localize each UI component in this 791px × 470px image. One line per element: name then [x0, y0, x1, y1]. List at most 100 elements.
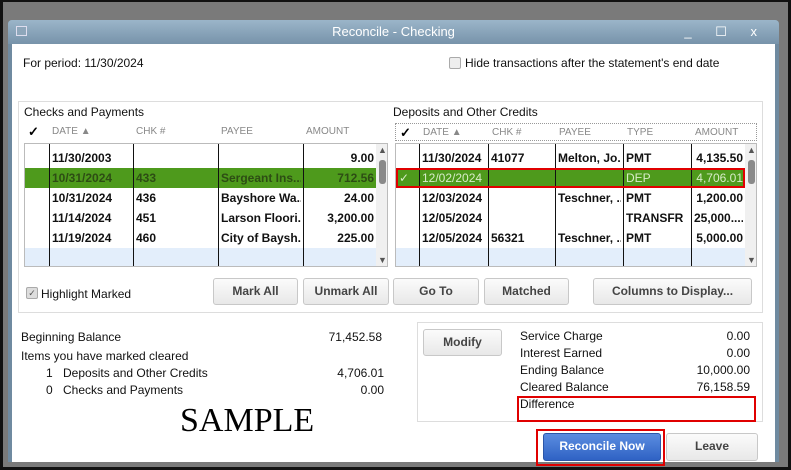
column-header-date[interactable]: DATE ▲: [52, 126, 91, 137]
table-row[interactable]: 11/30/2003 9.00: [25, 148, 376, 168]
date-cell: 12/02/2024: [422, 171, 483, 185]
column-header-chk[interactable]: CHK #: [492, 127, 522, 138]
table-row[interactable]: ✓ 12/02/2024 DEP 4,706.01: [396, 168, 745, 188]
type-cell: PMT: [626, 191, 652, 205]
interest-earned-value: 0.00: [726, 346, 750, 360]
type-cell: PMT: [626, 151, 652, 165]
service-charge-value: 0.00: [726, 329, 750, 343]
column-header-date[interactable]: DATE ▲: [423, 127, 462, 138]
hide-transactions-label: Hide transactions after the statement's …: [465, 56, 720, 70]
payee-cell: Larson Floori...: [221, 211, 301, 225]
amount-cell: 25,000....: [694, 211, 743, 225]
modify-button[interactable]: Modify: [423, 329, 502, 356]
date-cell: 12/05/2024: [422, 211, 483, 225]
date-cell: 11/30/2024: [422, 151, 482, 165]
amount-cell: 5,000.00: [696, 231, 743, 245]
column-divider: [133, 144, 134, 266]
chk-cell: 56321: [491, 231, 525, 245]
date-cell: 11/30/2003: [52, 151, 112, 165]
go-to-button[interactable]: Go To: [393, 278, 479, 305]
type-cell: DEP: [626, 171, 651, 185]
table-row[interactable]: 11/19/2024 460 City of Baysh... 225.00: [25, 228, 376, 248]
window-controls[interactable]: _ ☐ x: [684, 24, 767, 39]
type-cell: TRANSFR: [626, 211, 684, 225]
table-row[interactable]: 10/31/2024 433 Sergeant Ins... 712.56: [25, 168, 376, 188]
chk-cell: 41077: [491, 151, 525, 165]
column-header-amount[interactable]: AMOUNT: [306, 126, 350, 137]
matched-button[interactable]: Matched: [484, 278, 569, 305]
amount-cell: 225.00: [337, 231, 374, 245]
table-row[interactable]: 12/05/2024 56321 Teschner, ... PMT 5,000.00: [396, 228, 745, 248]
scroll-down-icon[interactable]: ▼: [378, 255, 387, 265]
payee-cell: Teschner, ...: [558, 191, 621, 205]
scroll-thumb[interactable]: [748, 160, 755, 184]
amount-cell: 24.00: [343, 191, 374, 205]
reconcile-highlight: [536, 429, 665, 466]
date-cell: 12/03/2024: [422, 191, 483, 205]
difference-label: Difference: [520, 397, 575, 411]
table-row[interactable]: 11/14/2024 451 Larson Floori... 3,200.00: [25, 208, 376, 228]
column-header-check[interactable]: ✓: [28, 124, 39, 139]
scroll-up-icon[interactable]: ▲: [747, 145, 756, 155]
amount-cell: 3,200.00: [327, 211, 374, 225]
table-row[interactable]: 11/30/2024 41077 Melton, Jo... PMT 4,135.50: [396, 148, 745, 168]
column-header-payee[interactable]: PAYEE: [221, 126, 253, 137]
column-header-check[interactable]: ✓: [400, 125, 411, 140]
column-header-chk[interactable]: CHK #: [136, 126, 166, 137]
amount-cell: 4,706.01: [696, 171, 743, 185]
table-row[interactable]: 12/05/2024 TRANSFR 25,000....: [396, 208, 745, 228]
column-divider: [303, 144, 304, 266]
ending-balance-value: 10,000.00: [696, 363, 750, 377]
chk-cell: 433: [136, 171, 157, 185]
cleared-balance-value: 76,158.59: [696, 380, 750, 394]
column-header-amount[interactable]: AMOUNT: [695, 127, 739, 138]
unmark-all-button[interactable]: Unmark All: [303, 278, 389, 305]
system-menu-icon[interactable]: [16, 26, 27, 36]
vertical-scrollbar[interactable]: ▲ ▼: [376, 144, 387, 266]
scroll-up-icon[interactable]: ▲: [378, 145, 387, 155]
deposits-table[interactable]: 11/30/2024 41077 Melton, Jo... PMT 4,135.50 ✓…: [395, 143, 757, 267]
vertical-scrollbar[interactable]: ▲ ▼: [745, 144, 756, 266]
hide-transactions-checkbox[interactable]: [449, 57, 461, 69]
deposits-cleared-label: Deposits and Other Credits: [63, 366, 208, 380]
amount-cell: 1,200.00: [696, 191, 743, 205]
check-cell: ✓: [399, 171, 410, 185]
deposits-header: ✓ DATE ▲ CHK # PAYEE TYPE AMOUNT: [395, 123, 757, 141]
column-divider: [49, 144, 50, 266]
column-divider: [691, 144, 692, 266]
checks-table[interactable]: 11/30/2003 9.00 10/31/2024 433 Sergeant Ins.…: [24, 143, 388, 267]
checks-cleared-count: 0: [46, 383, 53, 397]
leave-button[interactable]: Leave: [666, 433, 758, 461]
reconcile-window: Reconcile - Checking _ ☐ x For period: 1…: [8, 20, 779, 466]
column-header-payee[interactable]: PAYEE: [559, 127, 591, 138]
amount-cell: 9.00: [350, 151, 374, 165]
checks-cleared-amount: 0.00: [360, 383, 384, 397]
table-row[interactable]: 12/03/2024 Teschner, ... PMT 1,200.00: [396, 188, 745, 208]
scroll-thumb[interactable]: [379, 160, 386, 184]
payee-cell: Teschner, ...: [558, 231, 621, 245]
columns-to-display-button[interactable]: Columns to Display...: [593, 278, 752, 305]
column-divider: [419, 144, 420, 266]
chk-cell: 436: [136, 191, 157, 205]
highlight-marked-checkbox[interactable]: ✓: [26, 287, 38, 299]
amount-cell: 4,135.50: [696, 151, 743, 165]
column-divider: [218, 144, 219, 266]
column-divider: [488, 144, 489, 266]
chk-cell: 460: [136, 231, 157, 245]
mark-all-button[interactable]: Mark All: [213, 278, 298, 305]
date-cell: 12/05/2024: [422, 231, 483, 245]
service-charge-label: Service Charge: [520, 329, 603, 343]
lists-panel: [18, 101, 763, 313]
payee-cell: Sergeant Ins...: [221, 171, 301, 185]
table-row[interactable]: 10/31/2024 436 Bayshore Wa... 24.00: [25, 188, 376, 208]
scroll-down-icon[interactable]: ▼: [747, 255, 756, 265]
date-cell: 10/31/2024: [52, 171, 113, 185]
reconcile-now-button[interactable]: Reconcile Now: [543, 433, 661, 461]
title-bar: Reconcile - Checking _ ☐ x: [8, 20, 779, 44]
column-header-type[interactable]: TYPE: [627, 127, 654, 138]
items-cleared-label: Items you have marked cleared: [21, 349, 189, 363]
empty-row: [396, 248, 745, 266]
checks-header: ✓ DATE ▲ CHK # PAYEE AMOUNT: [24, 123, 388, 141]
checks-cleared-label: Checks and Payments: [63, 383, 184, 397]
difference-highlight: [517, 396, 756, 422]
